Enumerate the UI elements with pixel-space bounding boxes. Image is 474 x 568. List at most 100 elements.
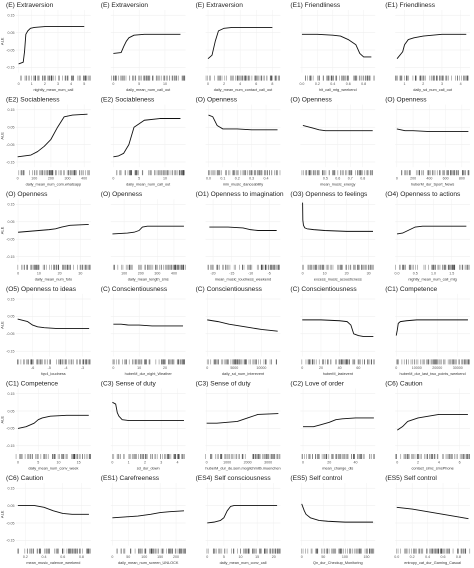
x-tick-label: 0 (112, 366, 114, 370)
x-tick-label: 10 (137, 366, 141, 370)
x-tick-label: 300 (154, 271, 160, 275)
x-tick-label: 0.4 (330, 82, 335, 86)
panel-title: (ES1) Carefreeness (101, 475, 160, 482)
x-tick-label: 0 (301, 555, 303, 559)
x-tick-label: 1.5 (449, 271, 454, 275)
panel-background (110, 10, 186, 73)
rug-marks (17, 548, 91, 554)
rug-marks (305, 75, 375, 81)
x-axis-label: huberM_dur_de.sem.moglichmitb.muenchen (205, 467, 280, 471)
x-tick-label: 5 (138, 177, 140, 181)
rug-marks (395, 264, 470, 270)
panel-background (300, 199, 376, 262)
x-tick-label: 10 (239, 555, 243, 559)
ale-panel: (C1) Competence 0.15 0.05 -0.05 -0.15 ALE 0 5 10… (0, 380, 91, 471)
x-axis-label: mean_music_energy (320, 183, 355, 187)
ale-panel: (O4) Openness to actions 0.0 0.5 1.0 1.5 nigh… (385, 191, 470, 281)
panel-title: (C1) Competence (385, 286, 437, 293)
rug-marks (116, 170, 185, 176)
rug-marks (301, 548, 375, 554)
x-tick-label: 0 (112, 177, 114, 181)
x-tick-label: 300 (65, 177, 71, 181)
x-tick-label: 0.3 (249, 177, 254, 181)
ale-curve (17, 414, 89, 429)
ale-curve (113, 323, 184, 327)
x-tick-label: 0.8 (361, 82, 366, 86)
x-tick-label: 100 (121, 271, 127, 275)
panel-title: (C) Conscientiousness (290, 286, 357, 293)
x-tick-label: 0 (207, 82, 209, 86)
y-tick-label: -0.05 (6, 427, 14, 431)
x-tick-label: 2 (223, 82, 225, 86)
x-tick-label: 600 (443, 177, 449, 181)
x-tick-label: 100 (342, 555, 348, 559)
y-tick-label: 0.15 (8, 297, 15, 301)
x-tick-label: 0.6 (346, 82, 351, 86)
rug-marks (207, 264, 280, 270)
x-axis-label: huberM_dur_Sport_News (411, 183, 454, 187)
y-tick-label: -0.05 (6, 48, 14, 52)
x-axis-label: nightly_mean_num_call_mtg (408, 277, 456, 281)
x-tick-label: 20 (345, 271, 349, 275)
x-tick-label: 0.8 (456, 555, 461, 559)
x-tick-label: 400 (426, 177, 432, 181)
panel-title: (C3) Sense of duty (101, 380, 157, 387)
x-tick-label: 2 (417, 461, 419, 465)
ale-curve (113, 33, 181, 54)
rug-marks (396, 548, 470, 554)
rug-marks (18, 170, 90, 176)
x-axis-label: daily_mean_num_conv_week (28, 467, 78, 471)
x-tick-label: 40 (354, 461, 358, 465)
ale-curve (396, 33, 467, 59)
x-tick-label: 5 (37, 461, 39, 465)
x-tick-label: 0 (112, 82, 114, 86)
x-tick-label: 10 (163, 177, 167, 181)
x-tick-label: 0 (17, 461, 19, 465)
ale-panel: (C3) Sense of duty 0 1000 2000 3000 huberM_du… (196, 380, 281, 470)
ale-panel: (O1) Openness to imagination -20 -15 -10 -5 m… (196, 191, 284, 281)
x-tick-label: 20 (163, 366, 167, 370)
panel-background (395, 483, 470, 546)
x-tick-label: -3 (81, 366, 84, 370)
ale-panel: (C) Conscientiousness 0 10 20 huberM_dur_nig… (101, 286, 186, 376)
x-tick-label: -6 (31, 366, 34, 370)
ale-panel: (E2) Sociableness 0 5 10 daily_mean_num_call… (101, 97, 186, 187)
x-tick-label: 2000 (244, 461, 252, 465)
x-tick-label: 0.8 (360, 177, 365, 181)
ale-curve (112, 401, 184, 422)
panel-background (300, 293, 376, 357)
panel-title: (E) Extraversion (6, 2, 54, 9)
y-axis-label: ALE (0, 226, 5, 234)
x-tick-label: 150 (157, 555, 163, 559)
rug-marks (302, 264, 374, 270)
ale-panel: (O) Openness 100 200 300 400daily_mean_lengt… (101, 191, 186, 281)
panel-background (300, 483, 376, 546)
x-tick-label: 0.5 (413, 271, 418, 275)
rug-marks (301, 454, 375, 459)
x-tick-label: 15 (77, 461, 81, 465)
x-tick-label: 0.1 (220, 177, 225, 181)
rug-marks (301, 170, 373, 176)
x-tick-label: 0 (395, 366, 397, 370)
rug-marks (15, 454, 91, 459)
x-axis-label: excess_music_acousticness (314, 277, 362, 281)
ale-curve (396, 506, 469, 520)
panel-background (110, 199, 186, 262)
ale-curve (208, 114, 278, 131)
y-axis-label: ALE (0, 132, 5, 140)
rug-marks (395, 454, 470, 459)
x-tick-label: 3000 (264, 461, 272, 465)
x-tick-label: 0.6 (335, 177, 340, 181)
x-tick-label: 3 (441, 82, 443, 86)
x-tick-label: -15 (229, 271, 234, 275)
x-tick-label: 1.0 (431, 271, 436, 275)
x-tick-label: 4 (460, 82, 462, 86)
x-tick-label: 0.0 (395, 271, 400, 275)
panel-title: (O) Openness (6, 191, 48, 198)
y-tick-label: -0.05 (6, 143, 14, 147)
x-axis-label: daily_mean_num_call_out (126, 88, 171, 92)
panel-background (300, 10, 376, 73)
x-tick-label: -5 (48, 366, 51, 370)
y-axis-label: ALE (0, 321, 5, 329)
x-tick-label: 0.2 (410, 555, 415, 559)
